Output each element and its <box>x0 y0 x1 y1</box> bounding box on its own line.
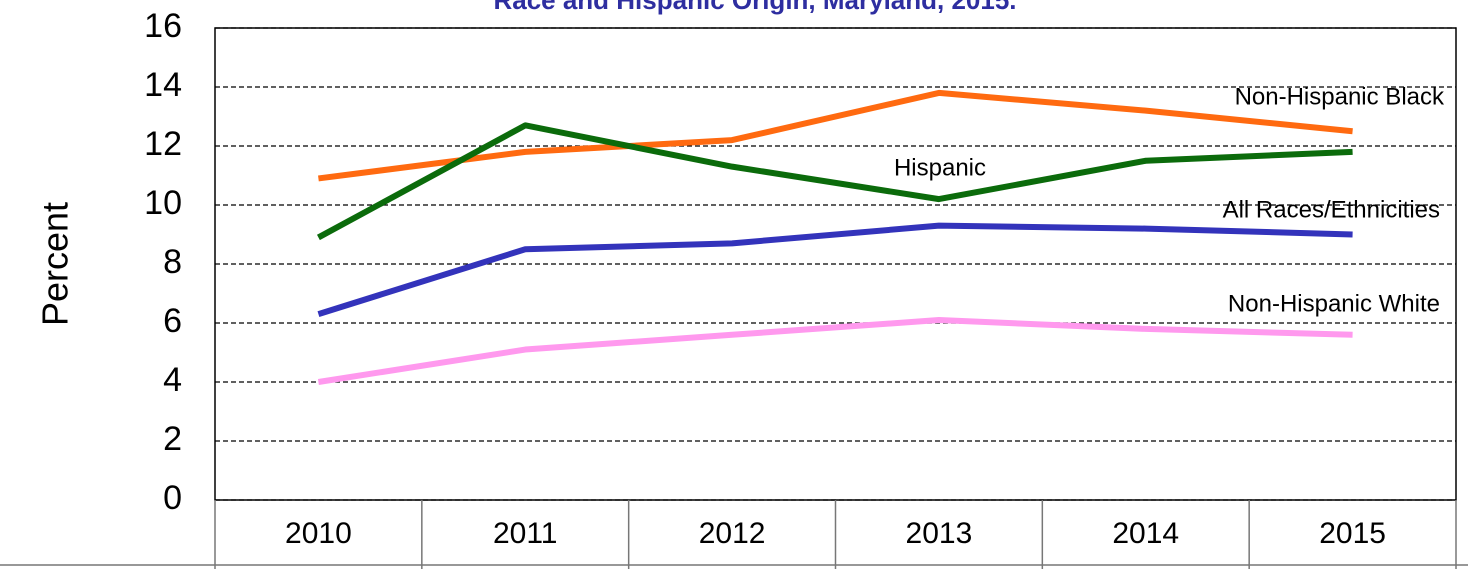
y-tick-label: 2 <box>163 420 182 458</box>
series-label: All Races/Ethnicities <box>1223 196 1440 223</box>
y-axis-label: Percent <box>35 202 76 326</box>
x-tick-label: 2011 <box>493 517 558 550</box>
y-tick-label: 4 <box>163 361 182 399</box>
series-line <box>317 222 1353 318</box>
x-tick-label: 2010 <box>285 517 352 550</box>
series-label: Hispanic <box>894 154 986 181</box>
x-tick-label: 2015 <box>1319 517 1386 550</box>
y-tick-label: 0 <box>163 479 182 517</box>
y-tick-label: 12 <box>144 125 182 163</box>
chart-title: Race and Hispanic Origin, Maryland, 2015… <box>493 0 1016 15</box>
y-tick-label: 10 <box>144 184 182 222</box>
x-tick-label: 2012 <box>699 517 766 550</box>
series-line <box>316 122 1353 241</box>
y-tick-label: 16 <box>144 7 182 45</box>
x-tick-label: 2013 <box>906 517 973 550</box>
x-tick-label: 2014 <box>1112 517 1179 550</box>
series-label: Non-Hispanic White <box>1228 290 1440 317</box>
series-label: Non-Hispanic Black <box>1235 83 1445 110</box>
y-tick-label: 8 <box>163 243 182 281</box>
y-tick-label: 14 <box>144 66 182 104</box>
series-line <box>318 89 1353 182</box>
y-tick-label: 6 <box>163 302 182 340</box>
series-line <box>317 317 1353 385</box>
